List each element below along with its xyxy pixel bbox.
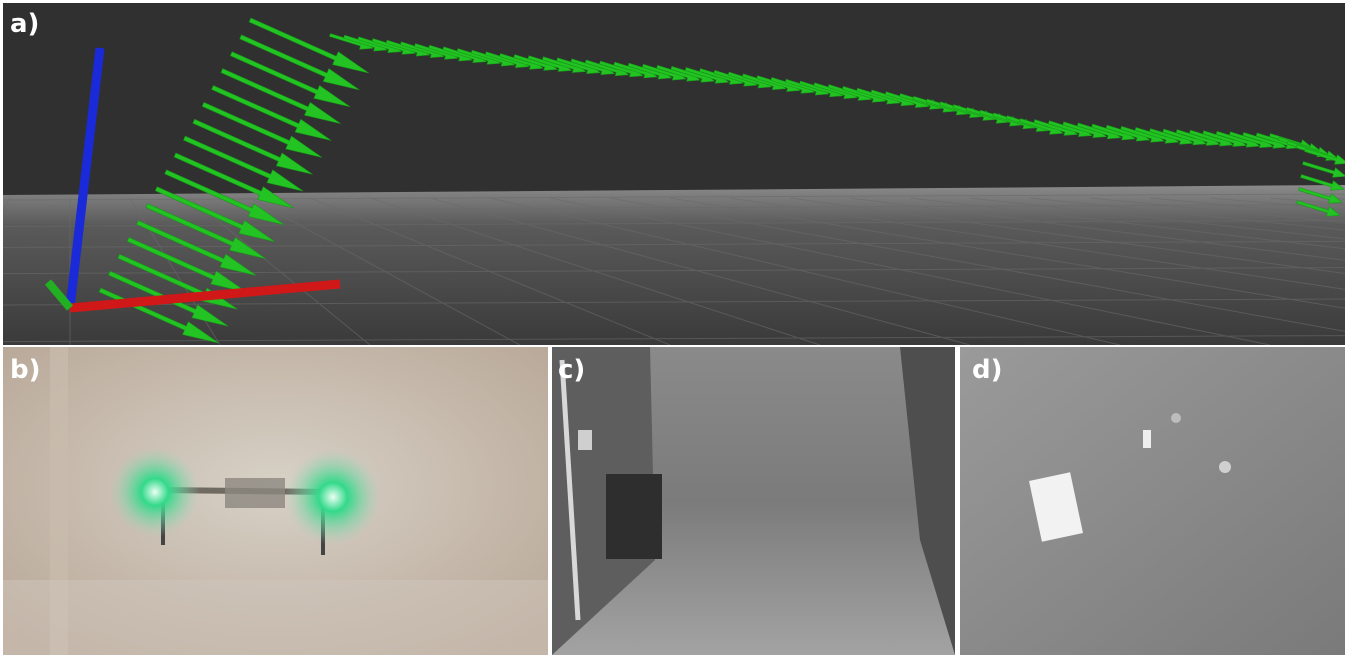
panel-c: c)	[552, 347, 955, 655]
panel-label: a)	[10, 9, 39, 39]
figure: a) b) c) d)	[0, 0, 1354, 658]
led-glow	[285, 449, 381, 545]
bin	[606, 474, 662, 559]
drone-frame	[225, 478, 285, 508]
panel-label: d)	[972, 355, 1003, 385]
hot-spot	[1219, 461, 1231, 473]
photo-thermal	[960, 347, 1345, 655]
panel-b: b)	[3, 347, 548, 655]
led-glow	[110, 447, 200, 537]
panel-d: d)	[960, 347, 1345, 655]
panel-label: b)	[10, 355, 41, 385]
floor	[3, 580, 548, 655]
panel-label: c)	[558, 355, 585, 385]
hot-spot	[1171, 413, 1181, 423]
sign	[578, 430, 592, 450]
hot-spot	[1143, 430, 1151, 448]
panel-a: a)	[0, 3, 1354, 383]
